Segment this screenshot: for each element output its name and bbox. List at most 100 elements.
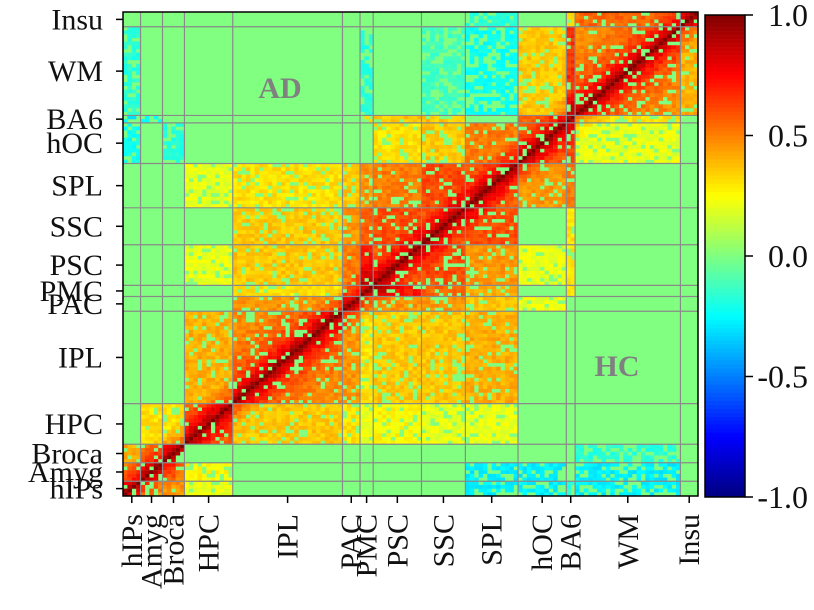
heatmap-cell (364, 270, 369, 275)
heatmap-cell (245, 329, 251, 334)
heatmap-cell (654, 488, 659, 493)
heatmap-cell (474, 326, 479, 330)
heatmap-cell (667, 470, 672, 474)
heatmap-cell (346, 374, 352, 378)
heatmap-cell (654, 444, 659, 449)
heatmap-cell (491, 385, 497, 389)
heatmap-cell (544, 492, 549, 497)
heatmap-cell (614, 473, 620, 478)
heatmap-cell (158, 411, 163, 415)
heatmap-cell (131, 462, 137, 467)
heatmap-cell (509, 411, 514, 415)
heatmap-cell (417, 226, 422, 231)
heatmap-cell (311, 274, 317, 279)
heatmap-cell (333, 337, 339, 341)
heatmap-cell (267, 226, 273, 231)
heatmap-cell (153, 414, 159, 419)
heatmap-cell (597, 462, 602, 467)
heatmap-cell (276, 422, 282, 426)
heatmap-cell (526, 259, 532, 264)
heatmap-cell (223, 429, 229, 434)
heatmap-cell (245, 388, 251, 393)
heatmap-cell (439, 329, 444, 334)
heatmap-cell (649, 447, 655, 452)
heatmap-cell (307, 263, 312, 268)
heatmap-cell (237, 399, 242, 404)
heatmap-cell (289, 218, 295, 223)
heatmap-cell (522, 481, 527, 486)
heatmap-cell (289, 351, 295, 356)
heatmap-cell (553, 259, 558, 264)
heatmap-cell (570, 274, 576, 279)
heatmap-cell (381, 196, 387, 201)
heatmap-cell (443, 348, 448, 353)
heatmap-cell (316, 278, 321, 282)
heatmap-cell (452, 296, 457, 301)
heatmap-cell (338, 237, 343, 242)
heatmap-cell (175, 418, 181, 423)
heatmap-cell (294, 270, 299, 275)
heatmap-cell (439, 207, 444, 212)
heatmap-cell (307, 422, 312, 426)
heatmap-cell (522, 244, 527, 249)
heatmap-cell (324, 370, 330, 375)
heatmap-cell (320, 218, 326, 223)
heatmap-cell (276, 418, 282, 423)
heatmap-cell (272, 366, 277, 371)
heatmap-cell (434, 233, 440, 238)
heatmap-cell (645, 481, 650, 486)
heatmap-cell (447, 433, 453, 438)
heatmap-cell (329, 362, 334, 367)
heatmap-cell (395, 281, 400, 286)
heatmap-cell (531, 244, 536, 249)
heatmap-cell (513, 355, 519, 360)
heatmap-cell (311, 433, 317, 438)
heatmap-cell (482, 196, 488, 201)
heatmap-cell (276, 322, 282, 327)
heatmap-cell (425, 381, 431, 386)
heatmap-cell (456, 326, 462, 330)
heatmap-cell (254, 429, 260, 434)
heatmap-cell (289, 374, 295, 378)
heatmap-cell (351, 193, 356, 197)
heatmap-cell (259, 333, 264, 338)
heatmap-cell (171, 477, 176, 482)
heatmap-cell (491, 270, 497, 275)
heatmap-cell (333, 300, 339, 305)
heatmap-cell (188, 255, 194, 260)
heatmap-cell (311, 289, 317, 293)
heatmap-cell (386, 307, 391, 312)
heatmap-cell (395, 263, 400, 268)
heatmap-cell (395, 399, 400, 404)
heatmap-cell (281, 433, 286, 438)
heatmap-cell (482, 362, 488, 367)
heatmap-cell (215, 388, 220, 393)
heatmap-cell (417, 303, 422, 308)
heatmap-cell (548, 481, 554, 486)
heatmap-cell (548, 263, 554, 268)
heatmap-cell (285, 252, 290, 256)
heatmap-cell (566, 278, 571, 282)
heatmap-cell (311, 374, 317, 378)
heatmap-cell (351, 211, 356, 216)
heatmap-cell (202, 396, 207, 401)
heatmap-cell (223, 374, 229, 378)
heatmap-cell (342, 407, 348, 412)
heatmap-cell (513, 440, 519, 445)
heatmap-cell (171, 473, 176, 478)
heatmap-cell (592, 451, 598, 456)
heatmap-cell (223, 248, 229, 253)
heatmap-cell (131, 477, 137, 482)
heatmap-cell (579, 466, 585, 471)
heatmap-cell (307, 326, 312, 330)
heatmap-cell (197, 351, 203, 356)
heatmap-cell (267, 351, 273, 356)
heatmap-cell (553, 300, 558, 305)
heatmap-cell (412, 274, 418, 279)
heatmap-cell (245, 241, 251, 245)
heatmap-cell (333, 374, 339, 378)
heatmap-cell (140, 466, 146, 471)
heatmap-cell (425, 296, 431, 301)
heatmap-cell (311, 385, 317, 389)
heatmap-cell (460, 303, 466, 308)
